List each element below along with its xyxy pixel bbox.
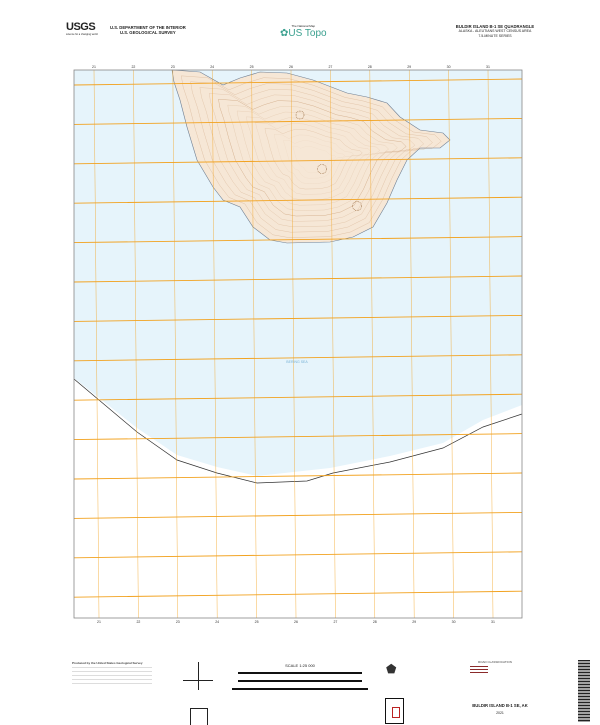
scale-bar: SCALE 1:25 000 bbox=[230, 663, 370, 690]
grid-line-vertical bbox=[211, 69, 218, 619]
grid-label-top: 25 bbox=[250, 65, 254, 69]
sheet-name: BULDIR ISLAND B-1 SE, AK bbox=[472, 703, 528, 708]
road-legend: ROAD CLASSIFICATION bbox=[470, 660, 512, 673]
grid-line-horizontal bbox=[73, 157, 523, 165]
grid-label-bottom: 24 bbox=[215, 620, 219, 624]
usgs-logo: USGS science for a changing world bbox=[66, 21, 98, 36]
contour-line bbox=[181, 75, 442, 238]
grid-label-top: 22 bbox=[131, 65, 135, 69]
us-topo-logo: The National Map ✿US Topo bbox=[280, 24, 327, 39]
grid-line-horizontal bbox=[73, 511, 523, 519]
grid-line-horizontal bbox=[73, 275, 523, 283]
grid-line-vertical bbox=[133, 69, 139, 619]
edition-year: 2021 bbox=[496, 711, 504, 715]
grid-line-horizontal bbox=[73, 196, 523, 204]
depression-contour bbox=[352, 201, 362, 211]
grid-label-top: 24 bbox=[210, 65, 214, 69]
grid-label-top: 31 bbox=[486, 65, 490, 69]
dept-line2: U.S. GEOLOGICAL SURVEY bbox=[120, 30, 176, 35]
grid-label-bottom: 28 bbox=[373, 620, 377, 624]
grid-label-bottom: 29 bbox=[412, 620, 416, 624]
quad-title: BULDIR ISLAND B-1 SE QUADRANGLE bbox=[455, 24, 535, 29]
credits-block: Produced by the United States Geological… bbox=[72, 661, 152, 687]
neatline bbox=[73, 69, 523, 619]
grid-label-top: 21 bbox=[92, 65, 96, 69]
grid-label-bottom: 25 bbox=[255, 620, 259, 624]
national-map-icon: ✿ bbox=[280, 28, 289, 39]
adjoining-quads-diagram bbox=[385, 698, 404, 724]
grid-line-vertical bbox=[408, 69, 415, 619]
grid-line-horizontal bbox=[73, 590, 523, 598]
depression-contour bbox=[295, 110, 305, 120]
grid-line-horizontal bbox=[73, 117, 523, 125]
utm-grid bbox=[73, 69, 523, 619]
grid-label-bottom: 31 bbox=[491, 620, 495, 624]
dept-line1: U.S. DEPARTMENT OF THE INTERIOR bbox=[110, 25, 186, 30]
grid-line-vertical bbox=[330, 69, 336, 619]
grid-label-top: 23 bbox=[171, 65, 175, 69]
grid-line-horizontal bbox=[73, 236, 523, 244]
grid-labels: 21 21 22 22 23 23 24 24 25 25 26 26 27 27 28 28 29 29 30 30… bbox=[92, 65, 495, 624]
grid-line-horizontal bbox=[73, 354, 523, 362]
water-label: BERING SEA bbox=[286, 360, 308, 364]
quad-region: ALASKA - ALEUTIANS WEST CENSUS AREA bbox=[458, 29, 532, 33]
grid-label-bottom: 23 bbox=[176, 620, 180, 624]
grid-line-vertical bbox=[290, 69, 297, 619]
shoreline bbox=[73, 378, 523, 484]
north-arrow-icon bbox=[178, 662, 218, 725]
grid-label-bottom: 27 bbox=[333, 620, 337, 624]
grid-line-horizontal bbox=[73, 314, 523, 322]
grid-line-horizontal bbox=[73, 78, 523, 86]
grid-label-bottom: 30 bbox=[452, 620, 456, 624]
grid-line-horizontal bbox=[73, 551, 523, 559]
grid-line-horizontal bbox=[73, 393, 523, 401]
grid-line-horizontal bbox=[73, 472, 523, 480]
grid-label-top: 30 bbox=[447, 65, 451, 69]
grid-label-top: 29 bbox=[407, 65, 411, 69]
grid-label-bottom: 21 bbox=[97, 620, 101, 624]
grid-line-vertical bbox=[172, 69, 179, 619]
grid-label-top: 26 bbox=[289, 65, 293, 69]
grid-line-vertical bbox=[448, 69, 454, 619]
grid-label-top: 28 bbox=[368, 65, 372, 69]
grid-line-vertical bbox=[487, 69, 494, 619]
barcode bbox=[578, 660, 590, 722]
grid-label-bottom: 22 bbox=[136, 620, 140, 624]
grid-label-bottom: 26 bbox=[294, 620, 298, 624]
island bbox=[171, 69, 451, 244]
contour-line bbox=[190, 81, 433, 233]
grid-label-top: 27 bbox=[328, 65, 332, 69]
grid-line-horizontal bbox=[73, 433, 523, 441]
grid-line-vertical bbox=[369, 69, 376, 619]
grid-line-vertical bbox=[93, 69, 100, 619]
quad-series: 7.5-MINUTE SERIES bbox=[478, 34, 512, 38]
alaska-locator-map-icon: ⬟ bbox=[386, 662, 397, 676]
depression-contour bbox=[317, 164, 327, 174]
